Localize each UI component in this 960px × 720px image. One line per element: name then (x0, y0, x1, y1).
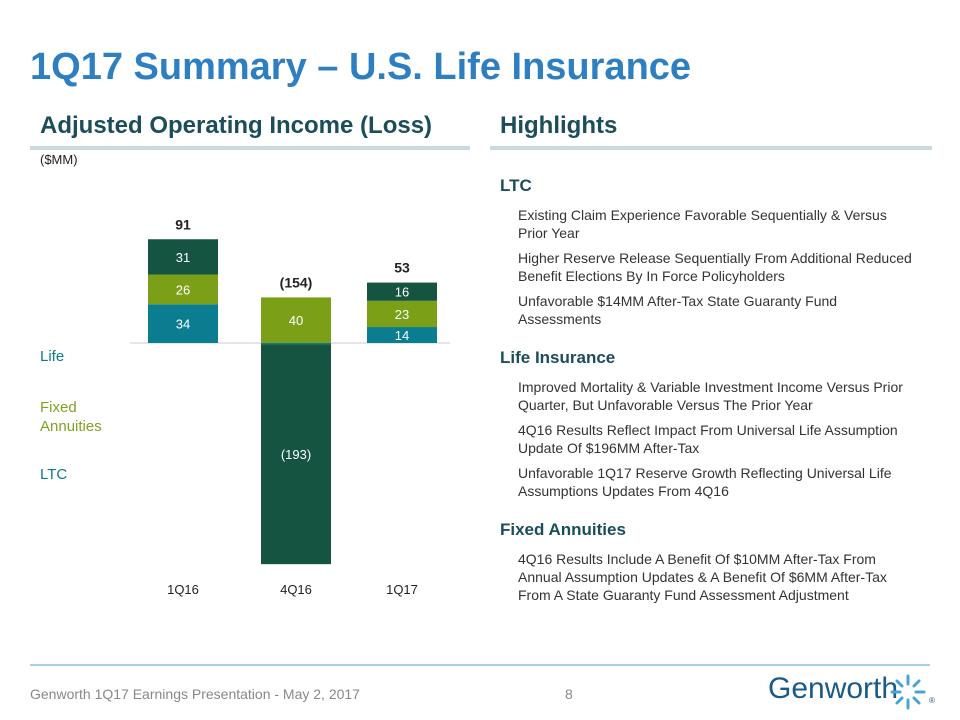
highlight-heading: Fixed Annuities (500, 520, 626, 539)
category-label: 1Q17 (386, 582, 418, 597)
legend-life: Life (40, 348, 65, 365)
registered-mark: ® (929, 696, 935, 705)
total-value-label: (154) (280, 274, 313, 290)
segment-value-label: 34 (176, 317, 190, 332)
highlight-section: Fixed Annuities 4Q16 Results Include A Be… (500, 520, 920, 604)
bar-fixed-annuities-4q16 (261, 297, 331, 343)
total-value-label: 53 (394, 260, 410, 276)
segment-value-label: 31 (176, 250, 190, 265)
segment-value-label: 16 (395, 285, 409, 300)
bar-life-1q17 (367, 327, 437, 343)
unit-label: ($MM) (40, 152, 78, 167)
page-number: 8 (565, 686, 573, 702)
bar-life-4q16 (261, 343, 331, 345)
genworth-logo-icon (890, 674, 926, 710)
highlight-section: Life Insurance Improved Mortality & Varia… (500, 348, 920, 500)
highlight-heading: LTC (500, 176, 532, 195)
adjusted-operating-income-chart: 342631911Q16(1)40(193)(154)4Q16142316531… (130, 216, 450, 597)
highlight-item: 4Q16 Results Reflect Impact From Univers… (518, 422, 898, 456)
category-label: 1Q16 (167, 582, 199, 597)
highlight-item: Improved Mortality & Variable Investment… (518, 379, 903, 413)
bar-life-1q16 (148, 304, 218, 343)
page-title: 1Q17 Summary – U.S. Life Insurance (30, 46, 692, 88)
chart-heading-rule (30, 146, 470, 150)
bar-ltc-4q16 (261, 344, 331, 565)
legend-fixed-annuities: Fixed Annuities (40, 399, 102, 435)
highlights-panel: LTC Existing Claim Experience Favorable S… (500, 172, 920, 624)
bar-ltc-1q16 (148, 239, 218, 275)
segment-value-label: (193) (281, 447, 311, 462)
bar-fixed-annuities-1q16 (148, 274, 218, 305)
footer-rule (30, 664, 930, 666)
segment-value-label: 14 (395, 328, 409, 343)
highlight-section: LTC Existing Claim Experience Favorable S… (500, 176, 920, 328)
highlight-item: Unfavorable 1Q17 Reserve Growth Reflecti… (518, 465, 892, 499)
highlight-heading: Life Insurance (500, 348, 616, 367)
highlights-heading-rule (490, 146, 932, 150)
segment-value-label: 40 (289, 313, 303, 328)
genworth-logo-text: Genworth (768, 672, 899, 705)
highlights-heading: Highlights (500, 112, 618, 139)
segment-value-label: 26 (176, 282, 190, 297)
total-value-label: 91 (175, 216, 191, 232)
category-label: 4Q16 (280, 582, 312, 597)
legend-ltc: LTC (40, 466, 68, 483)
bar-fixed-annuities-1q17 (367, 300, 437, 328)
segment-value-label: 23 (395, 307, 409, 322)
bar-ltc-1q17 (367, 282, 437, 301)
highlight-item: Higher Reserve Release Sequentially From… (518, 250, 912, 284)
highlight-item: 4Q16 Results Include A Benefit Of $10MM … (518, 551, 887, 603)
chart-heading: Adjusted Operating Income (Loss) (40, 112, 433, 139)
footer-text: Genworth 1Q17 Earnings Presentation - Ma… (30, 686, 360, 702)
highlight-item: Unfavorable $14MM After-Tax State Guaran… (518, 293, 838, 327)
highlight-item: Existing Claim Experience Favorable Sequ… (518, 207, 887, 241)
